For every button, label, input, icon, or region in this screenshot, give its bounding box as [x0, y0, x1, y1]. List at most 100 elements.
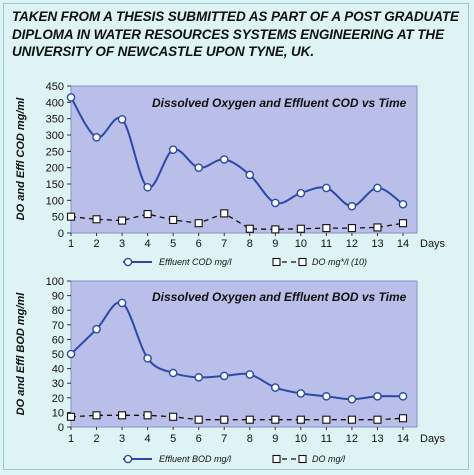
data-point	[296, 224, 305, 233]
chart-title: Dissolved Oxygen and Effluent COD vs Tim…	[152, 96, 407, 110]
data-point	[347, 394, 357, 404]
data-point	[271, 225, 280, 234]
x-axis-label: Days	[420, 238, 446, 250]
data-point	[245, 170, 255, 180]
series-line	[70, 414, 404, 421]
y-tick-label: 50	[52, 212, 64, 224]
source-note-line-1: TAKEN FROM A THESIS SUBMITTED AS PART OF…	[12, 9, 459, 24]
data-point	[322, 415, 331, 424]
legend-marker	[123, 454, 133, 464]
y-tick-label: 300	[46, 130, 64, 142]
data-point	[194, 415, 203, 424]
y-axis-label: DO and Effl COD mg/ml	[15, 97, 27, 221]
y-tick-label: 20	[52, 393, 64, 405]
data-point	[347, 415, 356, 424]
data-point	[373, 415, 382, 424]
y-tick-label: 450	[46, 81, 64, 93]
data-point	[194, 163, 203, 172]
y-tick-label: 400	[46, 97, 64, 109]
legend-label: DO mg*/l (10)	[312, 257, 367, 267]
legend-marker	[298, 257, 307, 267]
x-tick-label: 3	[119, 238, 125, 250]
y-tick-label: 350	[46, 114, 64, 126]
x-tick-label: 14	[397, 433, 409, 445]
data-point	[220, 415, 229, 424]
x-tick-label: 6	[196, 238, 202, 250]
y-tick-label: 0	[58, 422, 64, 434]
plot-area	[70, 85, 418, 234]
x-tick-label: 7	[221, 238, 227, 250]
data-point	[322, 392, 331, 401]
x-tick-label: 9	[272, 238, 278, 250]
data-point	[347, 201, 357, 211]
x-tick-label: 11	[321, 238, 332, 250]
data-point	[66, 93, 76, 102]
data-point	[296, 415, 305, 424]
data-point	[194, 373, 203, 382]
data-point	[219, 371, 229, 381]
data-point	[398, 199, 408, 209]
legend-label: DO mg/l	[312, 454, 346, 464]
x-tick-label: 12	[346, 238, 358, 250]
y-tick-label: 30	[52, 378, 64, 390]
data-point	[296, 389, 306, 398]
x-tick-label: 5	[170, 238, 176, 250]
data-point	[271, 383, 280, 392]
legend-marker	[123, 257, 133, 267]
x-tick-label: 12	[346, 433, 358, 445]
legend-marker	[272, 454, 281, 464]
x-tick-label: 9	[272, 433, 278, 445]
data-point	[118, 411, 127, 420]
y-tick-label: 100	[46, 195, 64, 207]
x-tick-label: 6	[196, 433, 202, 445]
data-point	[194, 219, 203, 228]
source-note-line-3: UNIVERSITY OF NEWCASTLE UPON TYNE, UK.	[12, 44, 314, 59]
x-tick-label: 7	[221, 433, 227, 445]
data-point	[245, 370, 255, 379]
series-2	[66, 209, 408, 234]
y-tick-label: 100	[46, 276, 64, 288]
y-tick-label: 40	[52, 364, 64, 376]
legend: Effluent COD mg/l DO mg*/l (10)	[123, 257, 367, 267]
x-tick-label: 8	[247, 433, 253, 445]
y-tick-label: 250	[46, 146, 64, 158]
data-point	[296, 188, 306, 198]
data-point	[271, 198, 280, 208]
data-point	[168, 145, 178, 154]
data-point	[322, 224, 331, 233]
x-tick-label: 5	[170, 433, 176, 445]
data-point	[373, 223, 382, 232]
x-tick-label: 2	[93, 238, 99, 250]
data-point	[322, 183, 331, 193]
source-note: TAKEN FROM A THESIS SUBMITTED AS PART OF…	[12, 8, 462, 61]
data-point	[143, 411, 152, 420]
series-2	[66, 411, 408, 424]
data-point	[143, 354, 152, 363]
x-tick-label: 8	[247, 238, 253, 250]
x-axis-label: Days	[420, 433, 446, 445]
data-point	[168, 368, 178, 378]
data-point	[169, 412, 178, 421]
data-point	[398, 414, 408, 423]
data-point	[66, 349, 76, 359]
data-point	[347, 224, 356, 233]
y-axis-label: DO and Effl BOD mg/ml	[15, 292, 27, 416]
x-tick-label: 3	[119, 433, 125, 445]
y-tick-label: 200	[46, 163, 64, 175]
data-point	[220, 209, 229, 218]
data-point	[118, 216, 127, 225]
data-point	[66, 412, 76, 421]
x-tick-label: 10	[295, 433, 307, 445]
data-point	[92, 324, 101, 334]
figure-frame	[3, 3, 469, 470]
series-1	[66, 93, 408, 211]
legend: Effluent BOD mg/l DO mg/l	[123, 454, 346, 464]
legend-label: Effluent BOD mg/l	[159, 454, 232, 464]
data-point	[143, 182, 152, 192]
data-point	[219, 155, 229, 164]
series-1	[66, 298, 408, 404]
x-tick-label: 14	[397, 238, 409, 250]
